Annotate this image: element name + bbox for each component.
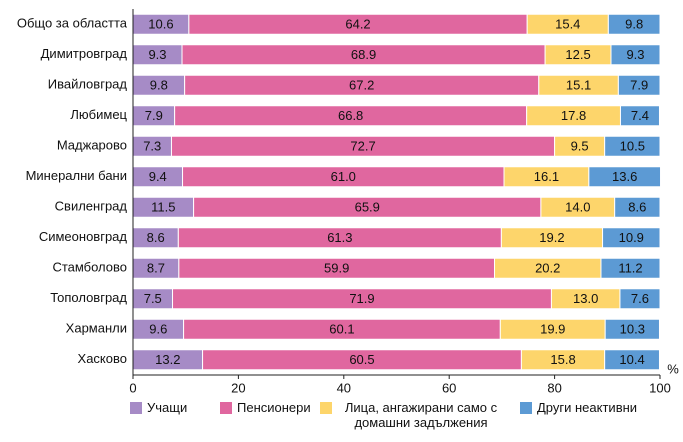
data-label: 60.5 — [349, 352, 374, 367]
data-label: 8.6 — [628, 200, 646, 215]
data-label: 72.7 — [350, 139, 375, 154]
legend-label: Лица, ангажирани само с домашни задължен… — [344, 400, 498, 430]
data-label: 7.6 — [631, 291, 649, 306]
data-label: 64.2 — [345, 17, 370, 32]
data-label: 59.9 — [324, 261, 349, 276]
x-tick-label: 20 — [231, 380, 245, 395]
data-label: 66.8 — [338, 108, 363, 123]
bar-segment — [604, 349, 660, 371]
y-tick-label: Маджарово — [57, 138, 127, 153]
x-tick-label: 100 — [649, 380, 671, 395]
legend: Учащи Пенсионери Лица, ангажирани само с д… — [130, 400, 680, 440]
x-tick-label: 40 — [337, 380, 351, 395]
data-label: 13.6 — [612, 169, 637, 184]
data-label: 9.5 — [571, 139, 589, 154]
data-label: 10.6 — [148, 17, 173, 32]
legend-item: Пенсионери — [220, 400, 315, 415]
y-tick-label: Ивайловград — [48, 77, 128, 92]
data-label: 61.3 — [327, 230, 352, 245]
data-label: 15.8 — [550, 352, 575, 367]
bar-segment — [600, 257, 661, 279]
data-label: 7.5 — [144, 291, 162, 306]
data-label: 13.0 — [573, 291, 598, 306]
data-label: 7.3 — [143, 139, 161, 154]
bar-segment — [604, 135, 661, 157]
bar-segment — [617, 74, 661, 96]
x-tick-label: 80 — [547, 380, 561, 395]
data-label: 71.9 — [349, 291, 374, 306]
x-tick-label: 60 — [442, 380, 456, 395]
data-label: 9.8 — [150, 78, 168, 93]
data-label: 9.8 — [625, 17, 643, 32]
bar-segment — [619, 288, 661, 310]
data-label: 10.5 — [620, 139, 645, 154]
y-tick-label: Стамболово — [52, 260, 127, 275]
bar-segment — [607, 13, 661, 35]
legend-label: Учащи — [147, 400, 188, 415]
data-label: 61.0 — [331, 169, 356, 184]
legend-swatch — [220, 402, 232, 414]
data-label: 20.2 — [535, 261, 560, 276]
y-tick-label: Харманли — [66, 321, 127, 336]
data-label: 12.5 — [565, 47, 590, 62]
data-label: 19.9 — [540, 322, 565, 337]
data-label: 10.3 — [620, 322, 645, 337]
legend-label: Други неактивни — [537, 400, 638, 415]
data-label: 9.6 — [149, 322, 167, 337]
chart: % Общо за областта 10.6 64.2 15.4 9.8 Димитро… — [17, 9, 679, 395]
data-label: 7.9 — [630, 78, 648, 93]
y-tick-label: Димитровград — [41, 46, 128, 61]
data-label: 7.9 — [145, 108, 163, 123]
data-label: 9.4 — [149, 169, 167, 184]
data-label: 10.9 — [619, 230, 644, 245]
data-label: 14.0 — [565, 200, 590, 215]
data-label: 65.9 — [355, 200, 380, 215]
legend-item: Учащи — [130, 400, 215, 415]
y-tick-label: Симеоновград — [39, 229, 128, 244]
x-axis-unit: % — [667, 361, 679, 376]
legend-swatch — [320, 402, 332, 414]
bar-segment — [614, 196, 661, 218]
y-tick-label: Хасково — [78, 351, 127, 366]
bar-segment — [610, 44, 661, 66]
y-tick-label: Любимец — [70, 107, 127, 122]
x-tick-label: 0 — [129, 380, 136, 395]
data-label: 8.7 — [147, 261, 165, 276]
data-label: 9.3 — [148, 47, 166, 62]
legend-item: Други неактивни — [520, 400, 670, 415]
bar-segment — [602, 227, 661, 249]
data-label: 11.2 — [618, 261, 642, 276]
bar-segment — [604, 318, 660, 340]
data-label: 8.6 — [147, 230, 165, 245]
data-label: 13.2 — [155, 352, 180, 367]
y-tick-label: Свиленград — [55, 199, 128, 214]
legend-item: Лица, ангажирани само с домашни задължен… — [320, 400, 505, 430]
y-tick-label: Тополовград — [50, 290, 127, 305]
legend-swatch — [130, 402, 142, 414]
data-label: 67.2 — [349, 78, 374, 93]
bar-segment — [619, 105, 660, 127]
data-label: 10.4 — [619, 352, 644, 367]
bar-segment — [588, 166, 662, 188]
data-label: 11.5 — [151, 200, 175, 215]
data-label: 15.4 — [555, 17, 580, 32]
y-tick-label: Общо за областта — [17, 16, 128, 31]
data-label: 7.4 — [631, 108, 649, 123]
data-label: 68.9 — [351, 47, 376, 62]
legend-label: Пенсионери — [237, 400, 311, 415]
data-label: 17.8 — [561, 108, 586, 123]
data-label: 19.2 — [539, 230, 564, 245]
y-tick-label: Минерални бани — [26, 168, 127, 183]
data-label: 9.3 — [626, 47, 644, 62]
data-label: 16.1 — [534, 169, 559, 184]
legend-swatch — [520, 402, 532, 414]
data-label: 60.1 — [329, 322, 354, 337]
data-label: 15.1 — [566, 78, 591, 93]
